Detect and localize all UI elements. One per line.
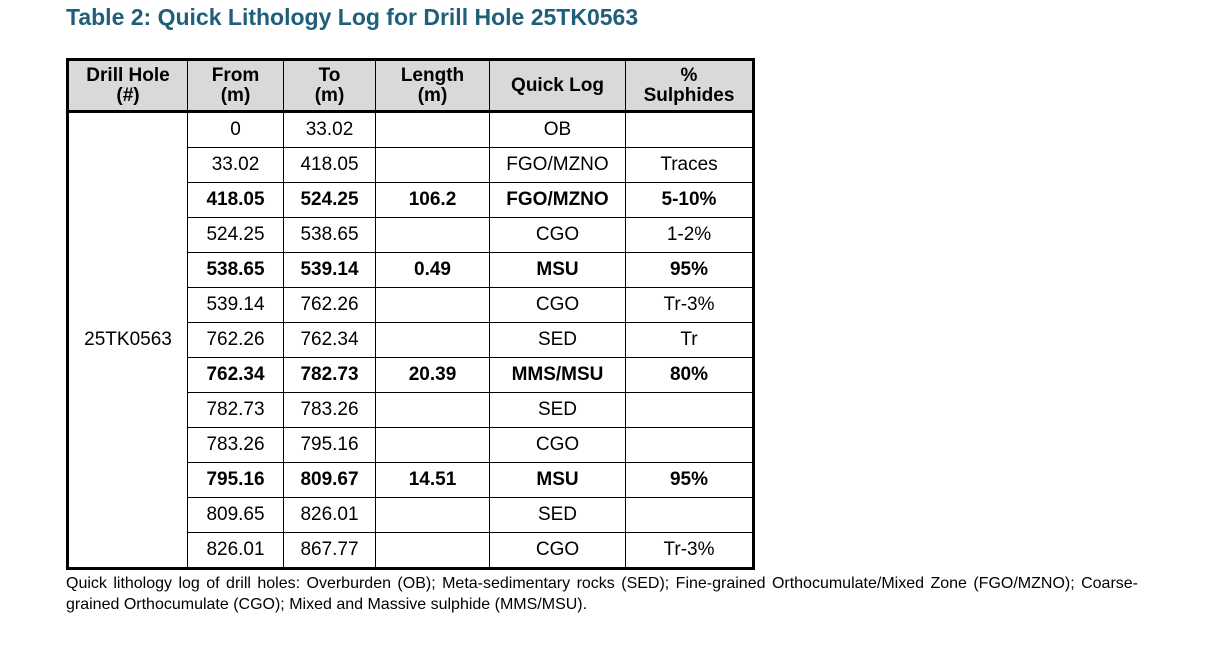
to-cell: 762.34 xyxy=(283,322,376,358)
quick-log-cell: SED xyxy=(489,497,626,533)
table-row: 762.26 762.34 SED Tr xyxy=(68,322,754,358)
sulphides-cell xyxy=(625,497,754,533)
from-cell: 418.05 xyxy=(187,182,284,218)
sulphides-cell: Tr-3% xyxy=(625,287,754,323)
header-to-line1: To xyxy=(318,64,341,86)
from-cell: 539.14 xyxy=(187,287,284,323)
header-length-line1: Length xyxy=(400,64,465,86)
table-row: 524.25 538.65 CGO 1-2% xyxy=(68,217,754,253)
quick-log-cell: FGO/MZNO xyxy=(489,182,626,218)
header-from-line1: From xyxy=(211,64,260,86)
to-cell: 782.73 xyxy=(283,357,376,393)
sulphides-cell: Traces xyxy=(625,147,754,183)
header-from: From (m) xyxy=(187,59,284,113)
from-cell: 33.02 xyxy=(187,147,284,183)
table-row: 538.65 539.14 0.49 MSU 95% xyxy=(68,252,754,288)
table-row: 762.34 782.73 20.39 MMS/MSU 80% xyxy=(68,357,754,393)
header-drill-hole-line1: Drill Hole xyxy=(86,64,170,86)
to-cell: 809.67 xyxy=(283,462,376,498)
header-quick-log: Quick Log xyxy=(489,59,626,113)
header-to-line2: (m) xyxy=(314,84,345,106)
quick-log-cell: FGO/MZNO xyxy=(489,147,626,183)
drill-hole-cell: 25TK0563 xyxy=(67,111,188,569)
quick-log-cell: OB xyxy=(489,111,626,148)
header-from-line2: (m) xyxy=(220,84,251,106)
lithology-table: Drill Hole (#) From (m) To (m) Length (m… xyxy=(66,58,755,570)
length-cell: 106.2 xyxy=(375,182,490,218)
quick-log-cell: SED xyxy=(489,392,626,428)
quick-log-cell: MMS/MSU xyxy=(489,357,626,393)
length-cell xyxy=(375,147,490,183)
header-drill-hole: Drill Hole (#) xyxy=(67,59,188,113)
length-cell: 14.51 xyxy=(375,462,490,498)
from-cell: 762.26 xyxy=(187,322,284,358)
length-cell xyxy=(375,111,490,148)
to-cell: 524.25 xyxy=(283,182,376,218)
length-cell xyxy=(375,392,490,428)
sulphides-cell xyxy=(625,392,754,428)
sulphides-cell: 95% xyxy=(625,462,754,498)
to-cell: 783.26 xyxy=(283,392,376,428)
from-cell: 783.26 xyxy=(187,427,284,463)
from-cell: 524.25 xyxy=(187,217,284,253)
table-row: 25TK0563 0 33.02 OB xyxy=(67,111,754,569)
to-cell: 762.26 xyxy=(283,287,376,323)
from-cell: 809.65 xyxy=(187,497,284,533)
length-cell xyxy=(375,427,490,463)
quick-log-cell: CGO xyxy=(489,287,626,323)
header-sulphides-line2: Sulphides xyxy=(643,84,735,106)
table-row: 33.02 418.05 FGO/MZNO Traces xyxy=(68,147,754,183)
length-cell xyxy=(375,287,490,323)
length-cell xyxy=(375,532,490,569)
length-cell xyxy=(375,497,490,533)
header-to: To (m) xyxy=(283,59,376,113)
from-cell: 0 xyxy=(187,111,284,148)
to-cell: 795.16 xyxy=(283,427,376,463)
sulphides-cell: Tr xyxy=(625,322,754,358)
quick-log-cell: MSU xyxy=(489,252,626,288)
to-cell: 418.05 xyxy=(283,147,376,183)
table-row: 539.14 762.26 CGO Tr-3% xyxy=(68,287,754,323)
table-title: Table 2: Quick Lithology Log for Drill H… xyxy=(66,4,639,30)
from-cell: 762.34 xyxy=(187,357,284,393)
sulphides-cell: 5-10% xyxy=(625,182,754,218)
header-sulphides: % Sulphides xyxy=(625,59,754,113)
header-quick-log-label: Quick Log xyxy=(511,74,604,96)
quick-log-cell: CGO xyxy=(489,532,626,569)
header-length: Length (m) xyxy=(375,59,490,113)
table-row: 418.05 524.25 106.2 FGO/MZNO 5-10% xyxy=(68,182,754,218)
quick-log-cell: MSU xyxy=(489,462,626,498)
from-cell: 538.65 xyxy=(187,252,284,288)
sulphides-cell xyxy=(625,427,754,463)
length-cell xyxy=(375,217,490,253)
table-row: 809.65 826.01 SED xyxy=(68,497,754,533)
length-cell: 20.39 xyxy=(375,357,490,393)
from-cell: 826.01 xyxy=(187,532,284,569)
sulphides-cell: 80% xyxy=(625,357,754,393)
header-drill-hole-line2: (#) xyxy=(116,84,140,106)
sulphides-cell: 1-2% xyxy=(625,217,754,253)
quick-log-cell: CGO xyxy=(489,217,626,253)
header-sulphides-line1: % xyxy=(680,64,698,86)
header-length-line2: (m) xyxy=(417,84,448,106)
sulphides-cell xyxy=(625,111,754,148)
to-cell: 826.01 xyxy=(283,497,376,533)
sulphides-cell: Tr-3% xyxy=(625,532,754,569)
from-cell: 795.16 xyxy=(187,462,284,498)
length-cell: 0.49 xyxy=(375,252,490,288)
header-row: Drill Hole (#) From (m) To (m) Length (m… xyxy=(67,59,754,113)
sulphides-cell: 95% xyxy=(625,252,754,288)
to-cell: 33.02 xyxy=(283,111,376,148)
quick-log-cell: SED xyxy=(489,322,626,358)
quick-log-cell: CGO xyxy=(489,427,626,463)
to-cell: 539.14 xyxy=(283,252,376,288)
from-cell: 782.73 xyxy=(187,392,284,428)
table-row: 795.16 809.67 14.51 MSU 95% xyxy=(68,462,754,498)
to-cell: 538.65 xyxy=(283,217,376,253)
to-cell: 867.77 xyxy=(283,532,376,569)
table-row: 826.01 867.77 CGO Tr-3% xyxy=(68,532,754,569)
table-caption: Quick lithology log of drill holes: Over… xyxy=(66,575,1138,613)
length-cell xyxy=(375,322,490,358)
